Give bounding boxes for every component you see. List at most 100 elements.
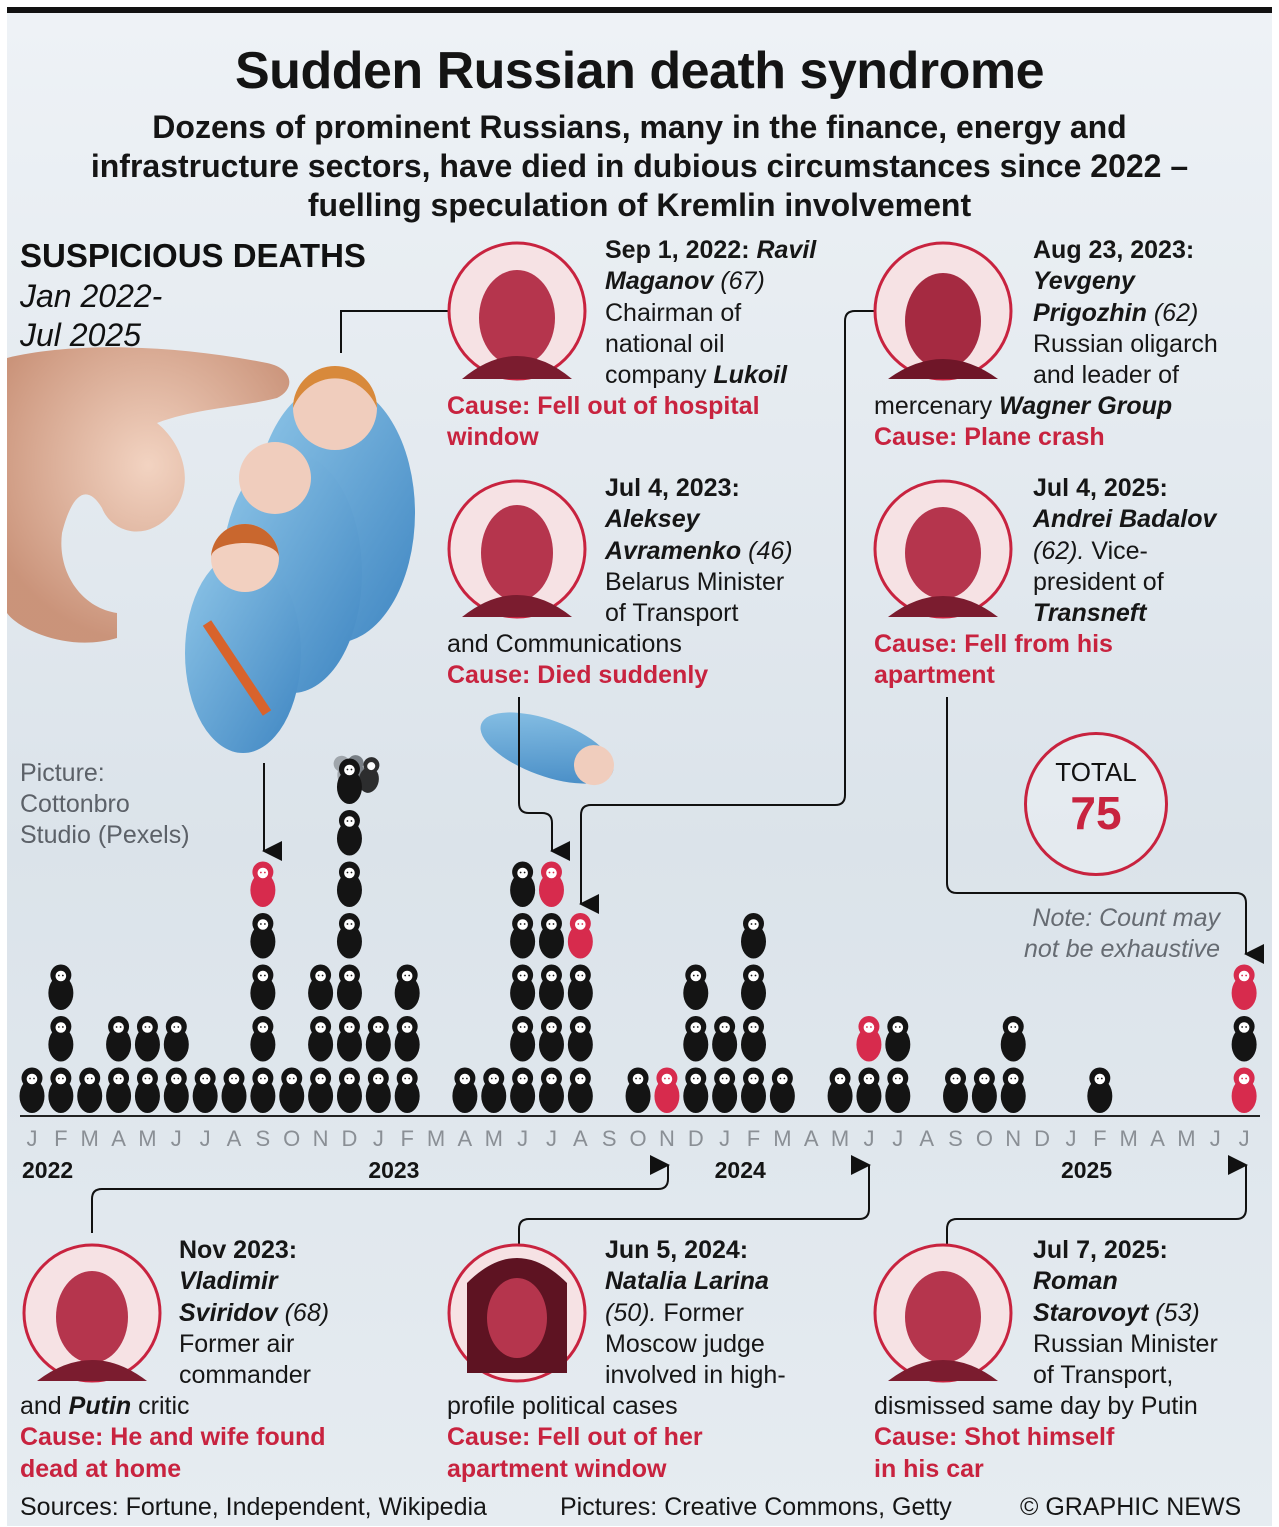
story-name: Roman: [1033, 1267, 1118, 1296]
doll-icon: [336, 913, 362, 959]
doll-icon: [741, 1016, 766, 1062]
month-tick-label: O: [976, 1126, 993, 1151]
story-age: (53): [1155, 1298, 1200, 1327]
story-desc: and: [20, 1392, 62, 1420]
story-desc: profile political cases: [447, 1392, 678, 1420]
doll-icon: [1231, 1016, 1257, 1062]
story-desc: Belarus Minister: [605, 567, 785, 596]
story-desc: president of: [1033, 567, 1164, 596]
doll-icon: [394, 1016, 420, 1062]
month-tick-label: F: [400, 1126, 413, 1151]
doll-icon: [308, 1016, 334, 1062]
month-tick-label: A: [919, 1126, 934, 1151]
portrait-prigozhin: [873, 241, 1013, 381]
doll-icon: [365, 1016, 391, 1062]
sources-credit: Sources: Fortune, Independent, Wikipedia: [20, 1493, 487, 1521]
story-cause: in his car: [874, 1454, 984, 1483]
story-age: (68): [284, 1298, 330, 1327]
month-tick-label: F: [747, 1126, 760, 1151]
cause-larina: profile political cases Cause: Fell out …: [447, 1391, 867, 1485]
doll-icon: [77, 1067, 103, 1113]
picture-credit-text: Picture: Cottonbro Studio (Pexels): [20, 759, 190, 849]
story-desc: Former: [663, 1298, 744, 1327]
doll-icon: [481, 1067, 507, 1113]
cause-starovoyt: dismissed same day by Putin Cause: Shot …: [874, 1391, 1269, 1485]
month-tick-label: A: [1150, 1126, 1165, 1151]
story-cause: apartment: [874, 661, 995, 690]
highlighted-doll-icon: [538, 861, 564, 907]
total-badge: TOTAL 75: [1024, 732, 1168, 876]
doll-icon: [538, 1067, 564, 1113]
doll-icon: [712, 1016, 738, 1062]
month-tick-label: F: [54, 1126, 67, 1151]
doll-icon: [885, 1067, 911, 1113]
month-tick-label: J: [863, 1126, 874, 1151]
month-tick-label: M: [81, 1126, 99, 1151]
doll-icon: [1000, 1016, 1026, 1062]
doll-icon: [567, 1016, 593, 1062]
month-tick-label: M: [1177, 1126, 1195, 1151]
doll-icon: [48, 964, 74, 1010]
count-note: Note: Count may not be exhaustive: [1024, 904, 1220, 963]
month-tick-label: A: [227, 1126, 242, 1151]
story-name: Andrei Badalov: [1033, 505, 1217, 534]
doll-icon: [192, 1067, 218, 1113]
month-tick-label: A: [573, 1126, 588, 1151]
month-tick-label: A: [111, 1126, 126, 1151]
doll-icon: [567, 964, 593, 1010]
story-desc: of Transport: [605, 599, 739, 628]
doll-icon: [510, 861, 536, 907]
doll-icon: [106, 1067, 132, 1113]
month-tick-label: N: [1005, 1126, 1021, 1151]
month-tick-label: O: [283, 1126, 300, 1151]
doll-icon: [856, 1067, 882, 1113]
highlighted-doll-icon: [856, 1016, 882, 1062]
cause-maganov: Cause: Fell out of hospital window: [447, 391, 847, 454]
doll-icon: [250, 1016, 276, 1062]
story-date: Sep 1, 2022:: [605, 236, 750, 264]
story-age: (67): [720, 267, 765, 296]
period-label: Jan 2022- Jul 2025: [20, 277, 220, 355]
story-date: Jul 4, 2025:: [1033, 474, 1168, 502]
doll-icon: [250, 964, 276, 1010]
story-org: Lukoil: [713, 361, 788, 390]
story-name: Avramenko: [605, 536, 742, 565]
portrait-avramenko: [447, 479, 587, 619]
story-org: Wagner Group: [999, 392, 1173, 420]
portrait-starovoyt: [873, 1243, 1013, 1383]
story-age: (50).: [605, 1298, 657, 1327]
doll-icon: [510, 1016, 536, 1062]
portrait-maganov: [447, 241, 587, 381]
portrait-larina: [447, 1243, 587, 1383]
story-cause: Cause: Fell from his: [874, 630, 1113, 658]
story-badalov: Jul 4, 2025: Andrei Badalov (62). Vice- …: [1033, 473, 1268, 629]
callout-connectors: [91, 310, 1264, 1255]
month-tick-label: J: [171, 1126, 182, 1151]
month-tick-label: J: [892, 1126, 903, 1151]
picture-credit: Picture: Cottonbro Studio (Pexels): [20, 758, 220, 851]
month-tick-label: M: [1120, 1126, 1138, 1151]
month-tick-label: N: [313, 1126, 329, 1151]
highlighted-doll-icon: [250, 861, 276, 907]
page-title: Sudden Russian death syndrome: [235, 42, 1045, 100]
month-tick-label: O: [629, 1126, 646, 1151]
doll-icon: [683, 964, 709, 1010]
month-tick-label: J: [1239, 1126, 1250, 1151]
story-desc: dismissed same day by Putin: [874, 1392, 1198, 1420]
doll-icon: [394, 1067, 420, 1113]
story-desc: national oil: [605, 329, 725, 358]
doll-icon: [741, 1067, 766, 1113]
story-cause: window: [447, 423, 539, 452]
story-name: Aleksey: [605, 505, 700, 534]
story-date: Nov 2023:: [179, 1236, 298, 1264]
story-name: Maganov: [605, 267, 714, 296]
month-tick-label: M: [773, 1126, 791, 1151]
story-desc: mercenary: [874, 392, 993, 420]
month-tick-label: J: [1065, 1126, 1076, 1151]
story-prigozhin: Aug 23, 2023: Yevgeny Prigozhin (62) Rus…: [1033, 235, 1268, 391]
doll-icon: [538, 1016, 564, 1062]
month-tick-label: M: [831, 1126, 849, 1151]
month-tick-label: J: [719, 1126, 730, 1151]
doll-icon: [336, 964, 362, 1010]
